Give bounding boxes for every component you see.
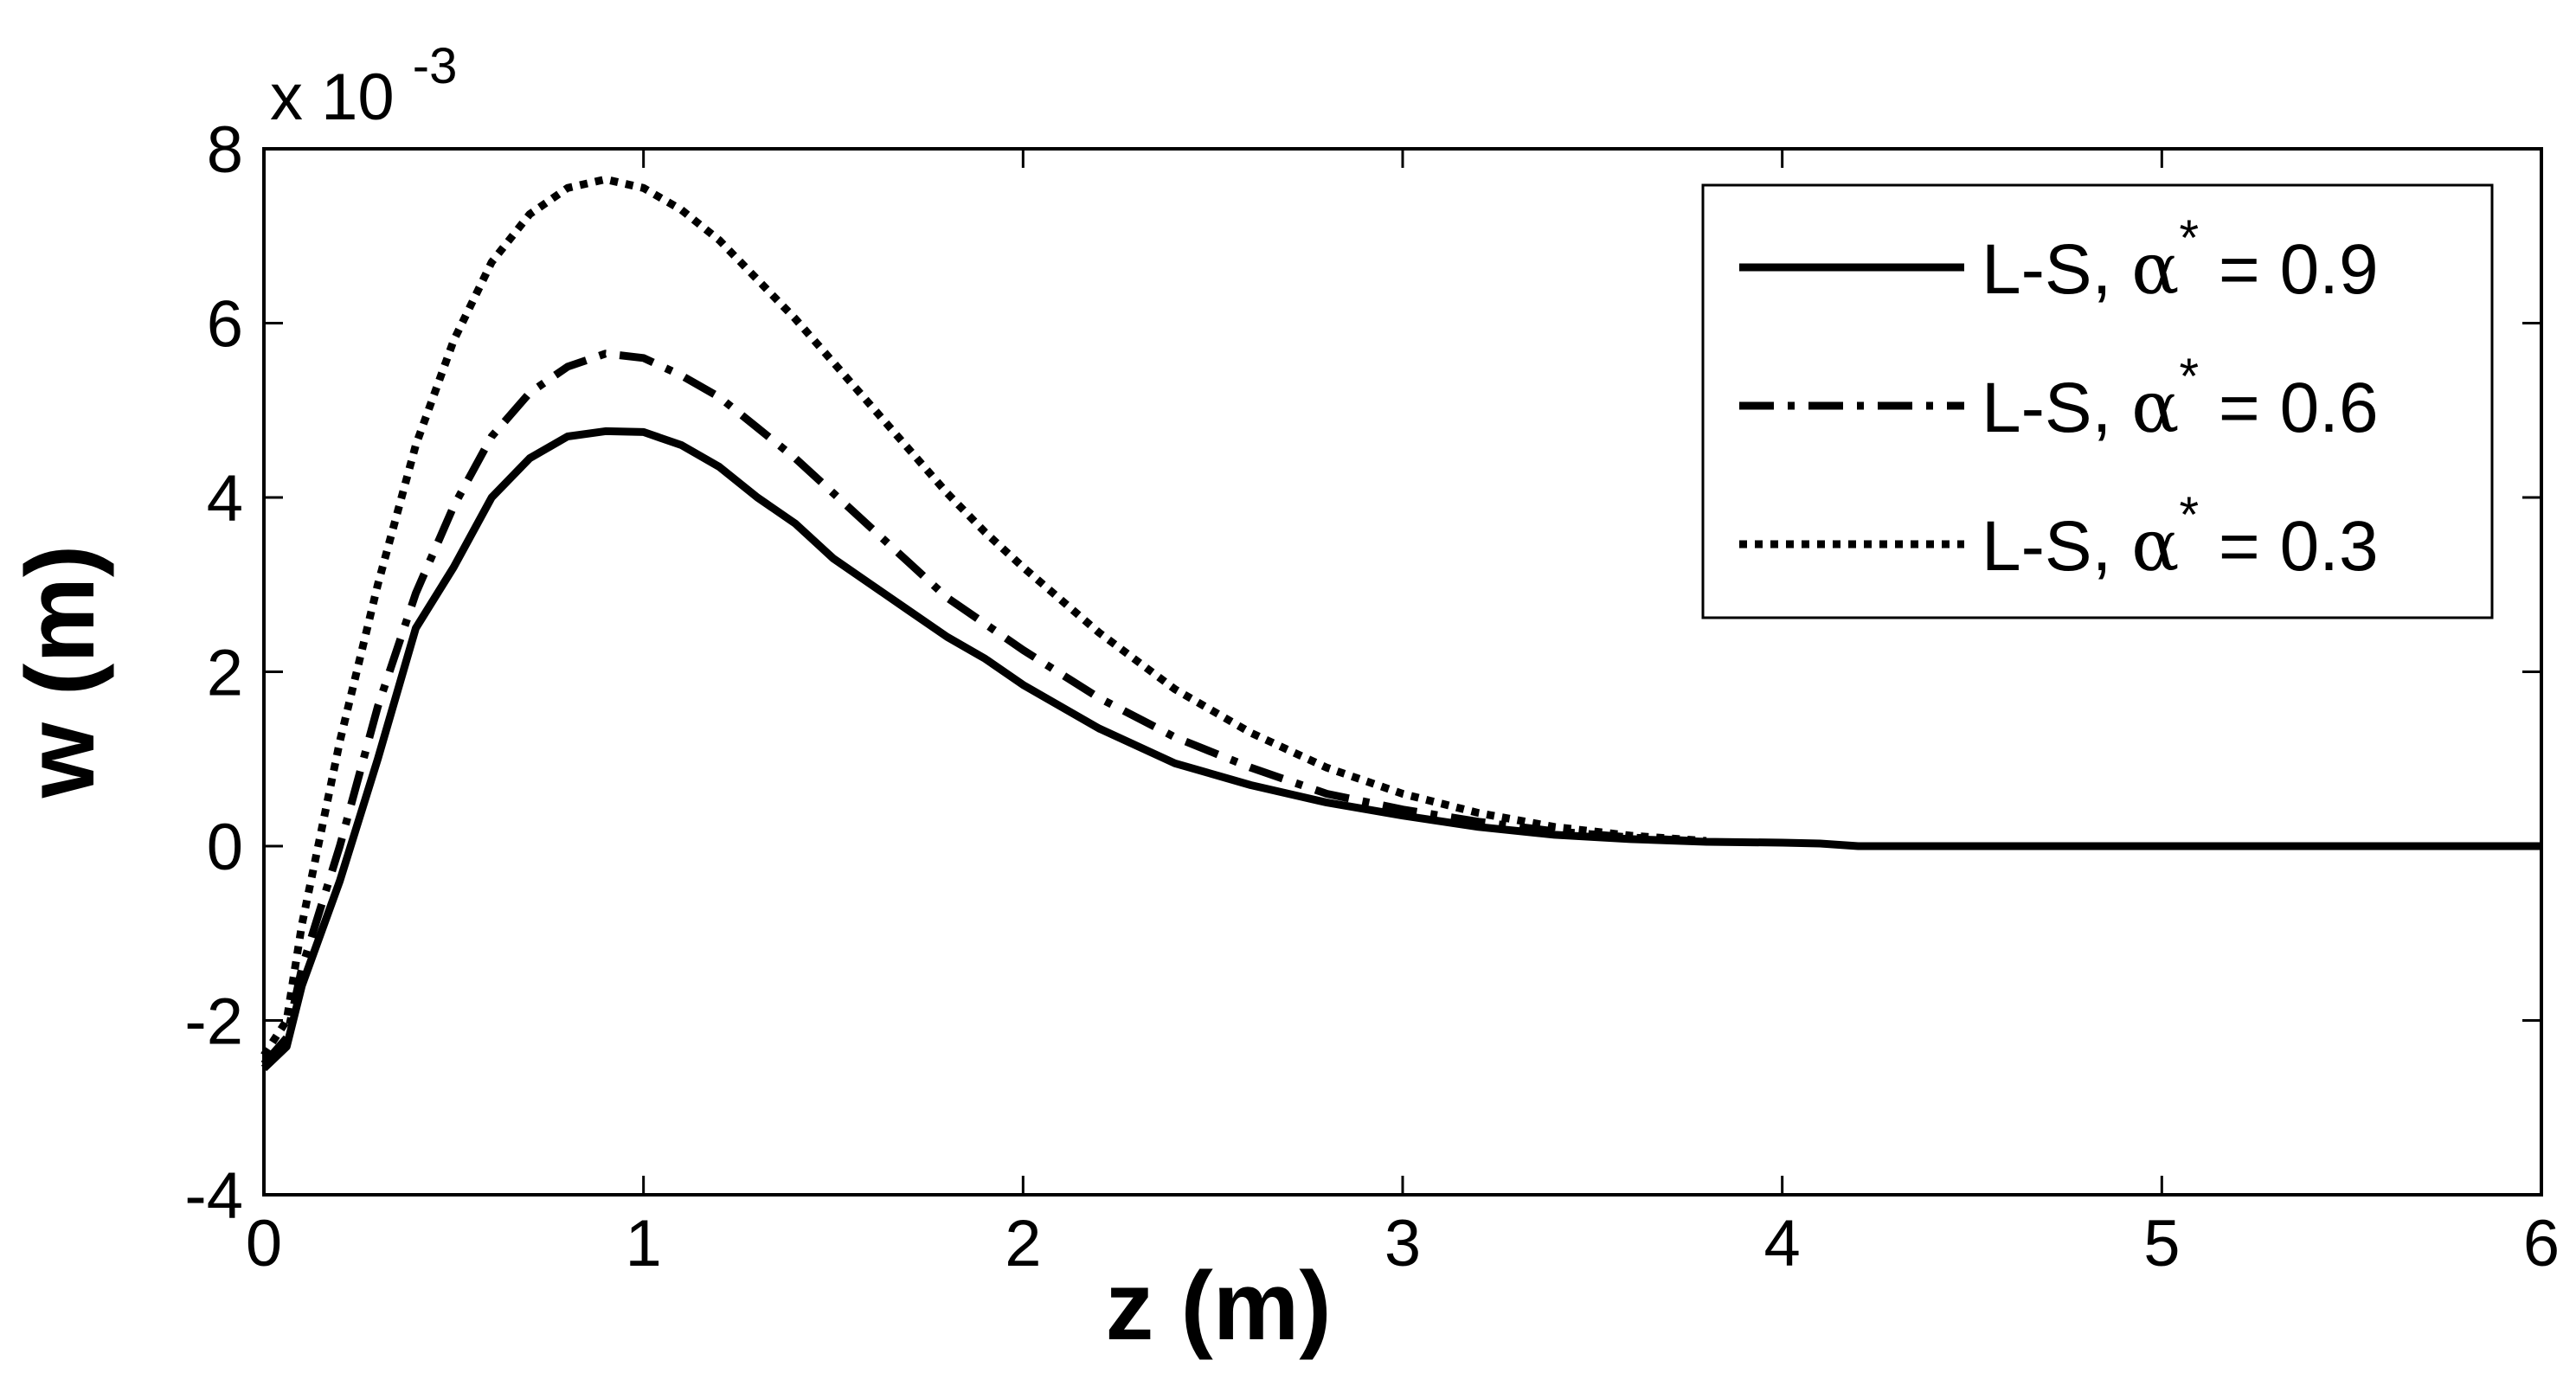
legend-label-superscript: * [2180, 210, 2200, 266]
legend-label-symbol: α [2131, 367, 2179, 449]
series-line-3 [260, 175, 1707, 1058]
legend-label-prefix: L-S, [1982, 507, 2131, 586]
series-lines [260, 175, 2541, 1072]
legend-label-suffix: = 0.6 [2199, 369, 2378, 447]
y-axis-title: w (m) [6, 545, 114, 799]
x-tick-label: 2 [1005, 1207, 1041, 1280]
legend-label-3: L-S, α* = 0.3 [1982, 487, 2379, 587]
x-axis-ticks [262, 149, 2543, 1195]
x-tick-label: 3 [1384, 1207, 1421, 1280]
y-tick-label: 0 [207, 811, 243, 884]
legend-label-2: L-S, α* = 0.6 [1982, 349, 2379, 449]
x-tick-label: 4 [1764, 1207, 1801, 1280]
y-tick-label: -2 [184, 985, 243, 1059]
y-axis-ticks [264, 147, 2541, 1197]
y-tick-label: 2 [207, 637, 243, 710]
legend-label-symbol: α [2131, 505, 2179, 587]
y-tick-label: -4 [184, 1159, 243, 1233]
chart-legend: L-S, α* = 0.9L-S, α* = 0.6L-S, α* = 0.3 [1701, 183, 2494, 619]
y-axis-tick-labels: -4 -2 0 2 4 6 8 [184, 113, 243, 1233]
legend-label-suffix: = 0.3 [2199, 507, 2378, 586]
y-tick-label: 6 [207, 288, 243, 362]
y-axis-exponent-base: x 10 [270, 61, 395, 134]
legend-label-suffix: = 0.9 [2199, 230, 2378, 309]
legend-label-prefix: L-S, [1982, 230, 2131, 309]
y-tick-label: 4 [207, 462, 243, 536]
y-axis-exponent-power: -3 [413, 38, 458, 94]
legend-label-1: L-S, α* = 0.9 [1982, 210, 2379, 311]
legend-entries: L-S, α* = 0.9L-S, α* = 0.6L-S, α* = 0.3 [1739, 210, 2379, 587]
series-line-2 [260, 350, 1707, 1067]
y-axis-exponent-label: x 10 -3 [270, 38, 457, 134]
legend-label-superscript: * [2180, 349, 2200, 405]
x-tick-label: 0 [246, 1207, 282, 1280]
legend-label-superscript: * [2180, 487, 2200, 543]
x-axis-title: z (m) [1105, 1252, 1331, 1360]
x-tick-label: 1 [626, 1207, 662, 1280]
legend-label-symbol: α [2131, 228, 2179, 311]
x-tick-label: 5 [2143, 1207, 2180, 1280]
y-tick-label: 8 [207, 113, 243, 187]
x-tick-label: 6 [2523, 1207, 2560, 1280]
x-axis-tick-labels: 0 1 2 3 4 5 6 [246, 1207, 2560, 1280]
legend-label-prefix: L-S, [1982, 369, 2131, 447]
